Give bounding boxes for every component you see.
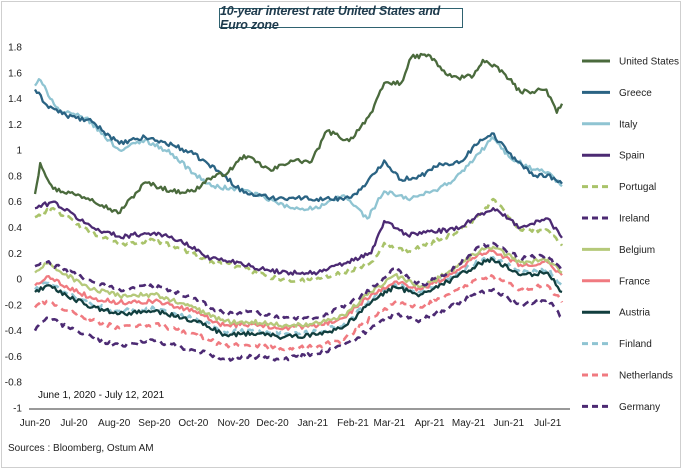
x-tick-label: Dec-20 [256, 418, 289, 429]
x-tick-label: Jul-21 [534, 418, 562, 429]
y-tick-label: -1 [13, 404, 22, 415]
legend-label: Germany [619, 402, 660, 413]
legend-label: Belgium [619, 245, 655, 256]
series-line-spain [34, 200, 563, 276]
x-tick-label: Oct-20 [178, 418, 208, 429]
y-tick-label: 1.2 [8, 120, 22, 131]
series-line-netherlands [33, 274, 564, 352]
series-line-austria [34, 257, 563, 340]
x-tick-label: Sep-20 [138, 418, 171, 429]
y-tick-label: -0.2 [5, 300, 23, 311]
y-tick-label: 1.4 [8, 94, 22, 105]
y-tick-label: 0.2 [8, 249, 22, 260]
x-tick-label: Nov-20 [217, 418, 250, 429]
x-tick-label: Jan-21 [297, 418, 328, 429]
legend-label: Finland [619, 339, 652, 350]
x-tick-label: Aug-20 [98, 418, 131, 429]
period-note: June 1, 2020 - July 12, 2021 [38, 390, 165, 401]
legend-label: Spain [619, 151, 645, 162]
series-line-italy [34, 78, 563, 220]
chart-title: 10-year interest rate United States and … [220, 4, 441, 32]
series-line-united-states [33, 52, 564, 215]
legend-label: Greece [619, 88, 652, 99]
x-tick-label: Jun-21 [493, 418, 524, 429]
series-line-belgium [34, 245, 563, 329]
x-tick-label: Jun-20 [20, 418, 51, 429]
series-line-ireland [34, 241, 564, 322]
y-tick-label: 0 [16, 275, 22, 286]
legend-label: Italy [619, 119, 637, 130]
x-tick-label: Mar-21 [374, 418, 406, 429]
series-line-portugal [34, 197, 564, 284]
y-tick-label: -0.4 [5, 326, 23, 337]
legend-label: Austria [619, 308, 651, 319]
y-tick-label: 1 [16, 146, 22, 157]
y-tick-label: 0.8 [8, 171, 22, 182]
y-tick-label: -0.6 [5, 352, 23, 363]
series-lines [33, 52, 564, 362]
x-tick-label: Feb-21 [337, 418, 369, 429]
y-tick-label: -0.8 [5, 378, 23, 389]
x-tick-label: Apr-21 [415, 418, 445, 429]
y-tick-label: 0.4 [8, 223, 22, 234]
legend-label: Ireland [619, 214, 650, 225]
sources-note: Sources : Bloomberg, Ostum AM [8, 443, 154, 454]
series-line-greece [33, 88, 563, 203]
x-tick-label: May-21 [452, 418, 486, 429]
legend-label: Netherlands [619, 371, 673, 382]
legend-label: France [619, 276, 651, 287]
legend: United States Greece Italy Spain Portugal Ire… [582, 57, 679, 413]
series-line-germany [33, 287, 563, 362]
y-tick-label: 1.8 [8, 43, 22, 54]
y-tick-label: 0.6 [8, 197, 22, 208]
x-tick-label: Jul-20 [60, 418, 88, 429]
x-axis-ticks: Jun-20 Jul-20 Aug-20 Sep-20 Oct-20 Nov-20 Dec-… [20, 418, 562, 429]
chart-title-box: 10-year interest rate United States and … [219, 4, 463, 32]
y-axis-ticks: 1.8 1.6 1.4 1.2 1 0.8 0.6 0.4 0.2 0 -0.2 -0.4 -0.6 -0… [5, 43, 23, 415]
legend-label: United States [619, 57, 679, 68]
legend-label: Portugal [619, 182, 656, 193]
y-tick-label: 1.6 [8, 68, 22, 79]
series-line-finland [34, 255, 563, 336]
